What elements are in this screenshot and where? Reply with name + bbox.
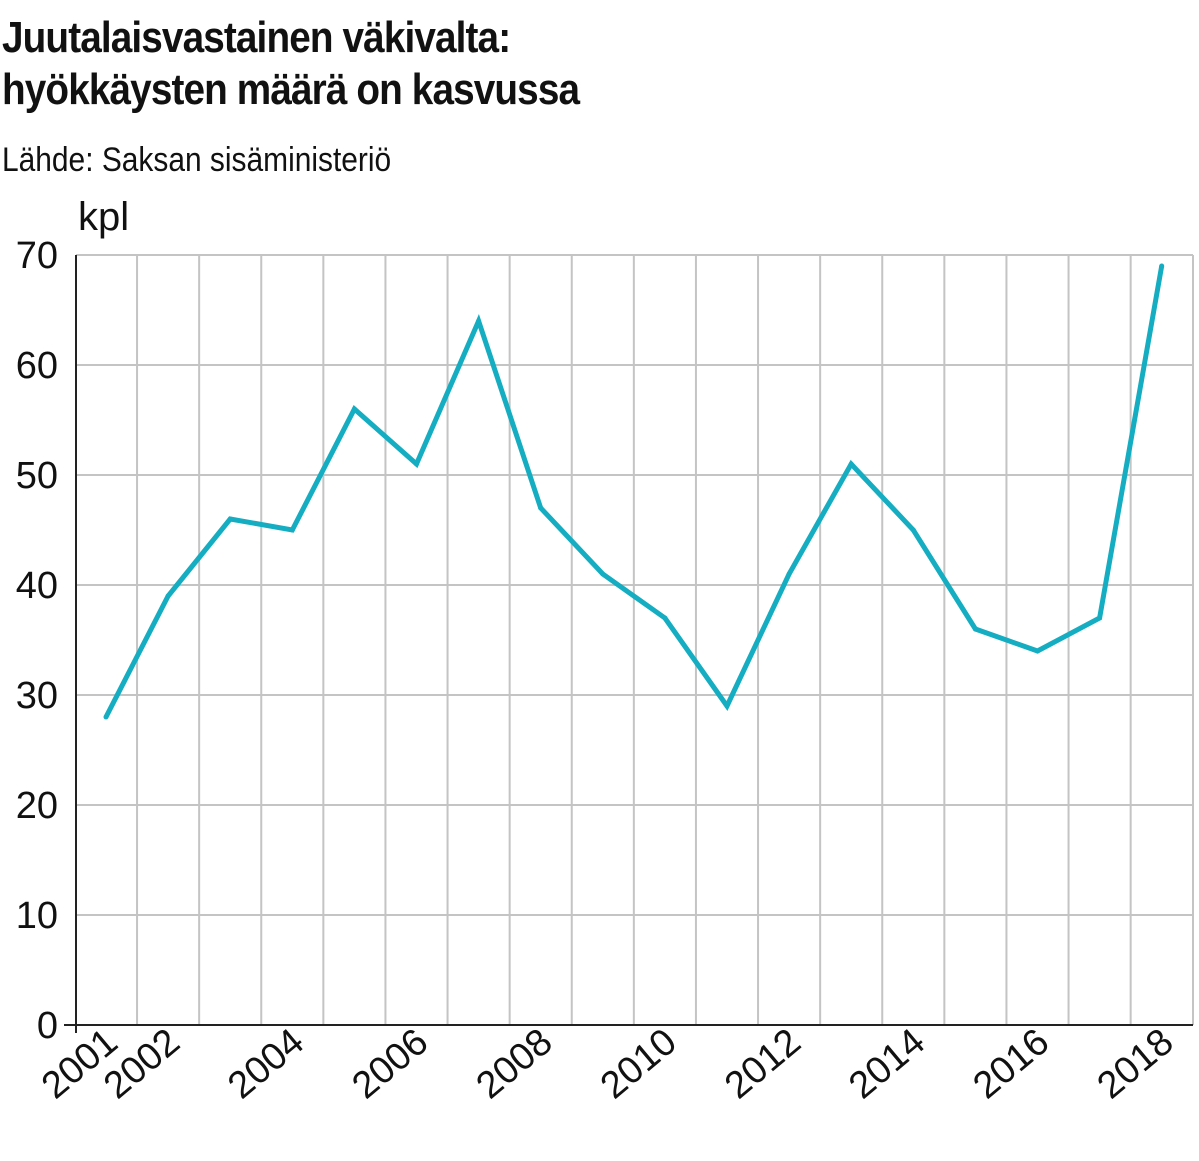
- x-tick-label: 2012: [717, 1021, 809, 1108]
- y-axis-unit-label: kpl: [78, 195, 129, 239]
- data-point: [1097, 615, 1103, 621]
- data-point: [476, 318, 482, 324]
- x-tick-label: 2008: [469, 1021, 561, 1108]
- x-tick-label: 2014: [841, 1021, 933, 1108]
- data-point: [289, 527, 295, 533]
- data-point: [165, 593, 171, 599]
- data-point: [724, 703, 730, 709]
- y-tick-label: 10: [16, 895, 58, 937]
- x-tick-label: 2018: [1090, 1021, 1182, 1108]
- data-point: [848, 461, 854, 467]
- grid: [76, 254, 1194, 1025]
- chart-title-line-1: Juutalaisvastainen väkivalta:: [2, 13, 511, 62]
- series: [103, 263, 1165, 720]
- chart-title: Juutalaisvastainen väkivalta: hyökkäyste…: [2, 12, 580, 116]
- chart-source: Lähde: Saksan sisäministeriö: [2, 141, 392, 179]
- x-tick-label: 2006: [345, 1021, 437, 1108]
- data-point: [103, 714, 109, 720]
- y-tick-label: 40: [16, 565, 58, 607]
- y-tick-label: 50: [16, 455, 58, 497]
- y-tick-label: 30: [16, 675, 58, 717]
- x-tick-label: 2010: [593, 1021, 685, 1108]
- data-point: [662, 615, 668, 621]
- x-tick-label: 2016: [966, 1021, 1058, 1108]
- y-tick-label: 0: [37, 1005, 58, 1047]
- data-point: [538, 505, 544, 511]
- data-point: [786, 571, 792, 577]
- data-point: [600, 571, 606, 577]
- series-line: [103, 265, 1165, 719]
- data-point: [1159, 263, 1165, 269]
- data-point: [227, 516, 233, 522]
- chart-title-line-2: hyökkäysten määrä on kasvussa: [2, 65, 580, 114]
- axes: [64, 255, 1193, 1033]
- y-tick-label: 20: [16, 785, 58, 827]
- y-tick-label: 60: [16, 345, 58, 387]
- data-point: [414, 461, 419, 467]
- x-tick-label: 2004: [220, 1021, 312, 1108]
- data-point: [351, 406, 357, 412]
- data-point: [972, 626, 978, 632]
- data-point: [910, 527, 916, 533]
- y-tick-label: 70: [16, 235, 58, 277]
- data-point: [1035, 648, 1040, 654]
- x-tick-label: 2002: [96, 1021, 188, 1108]
